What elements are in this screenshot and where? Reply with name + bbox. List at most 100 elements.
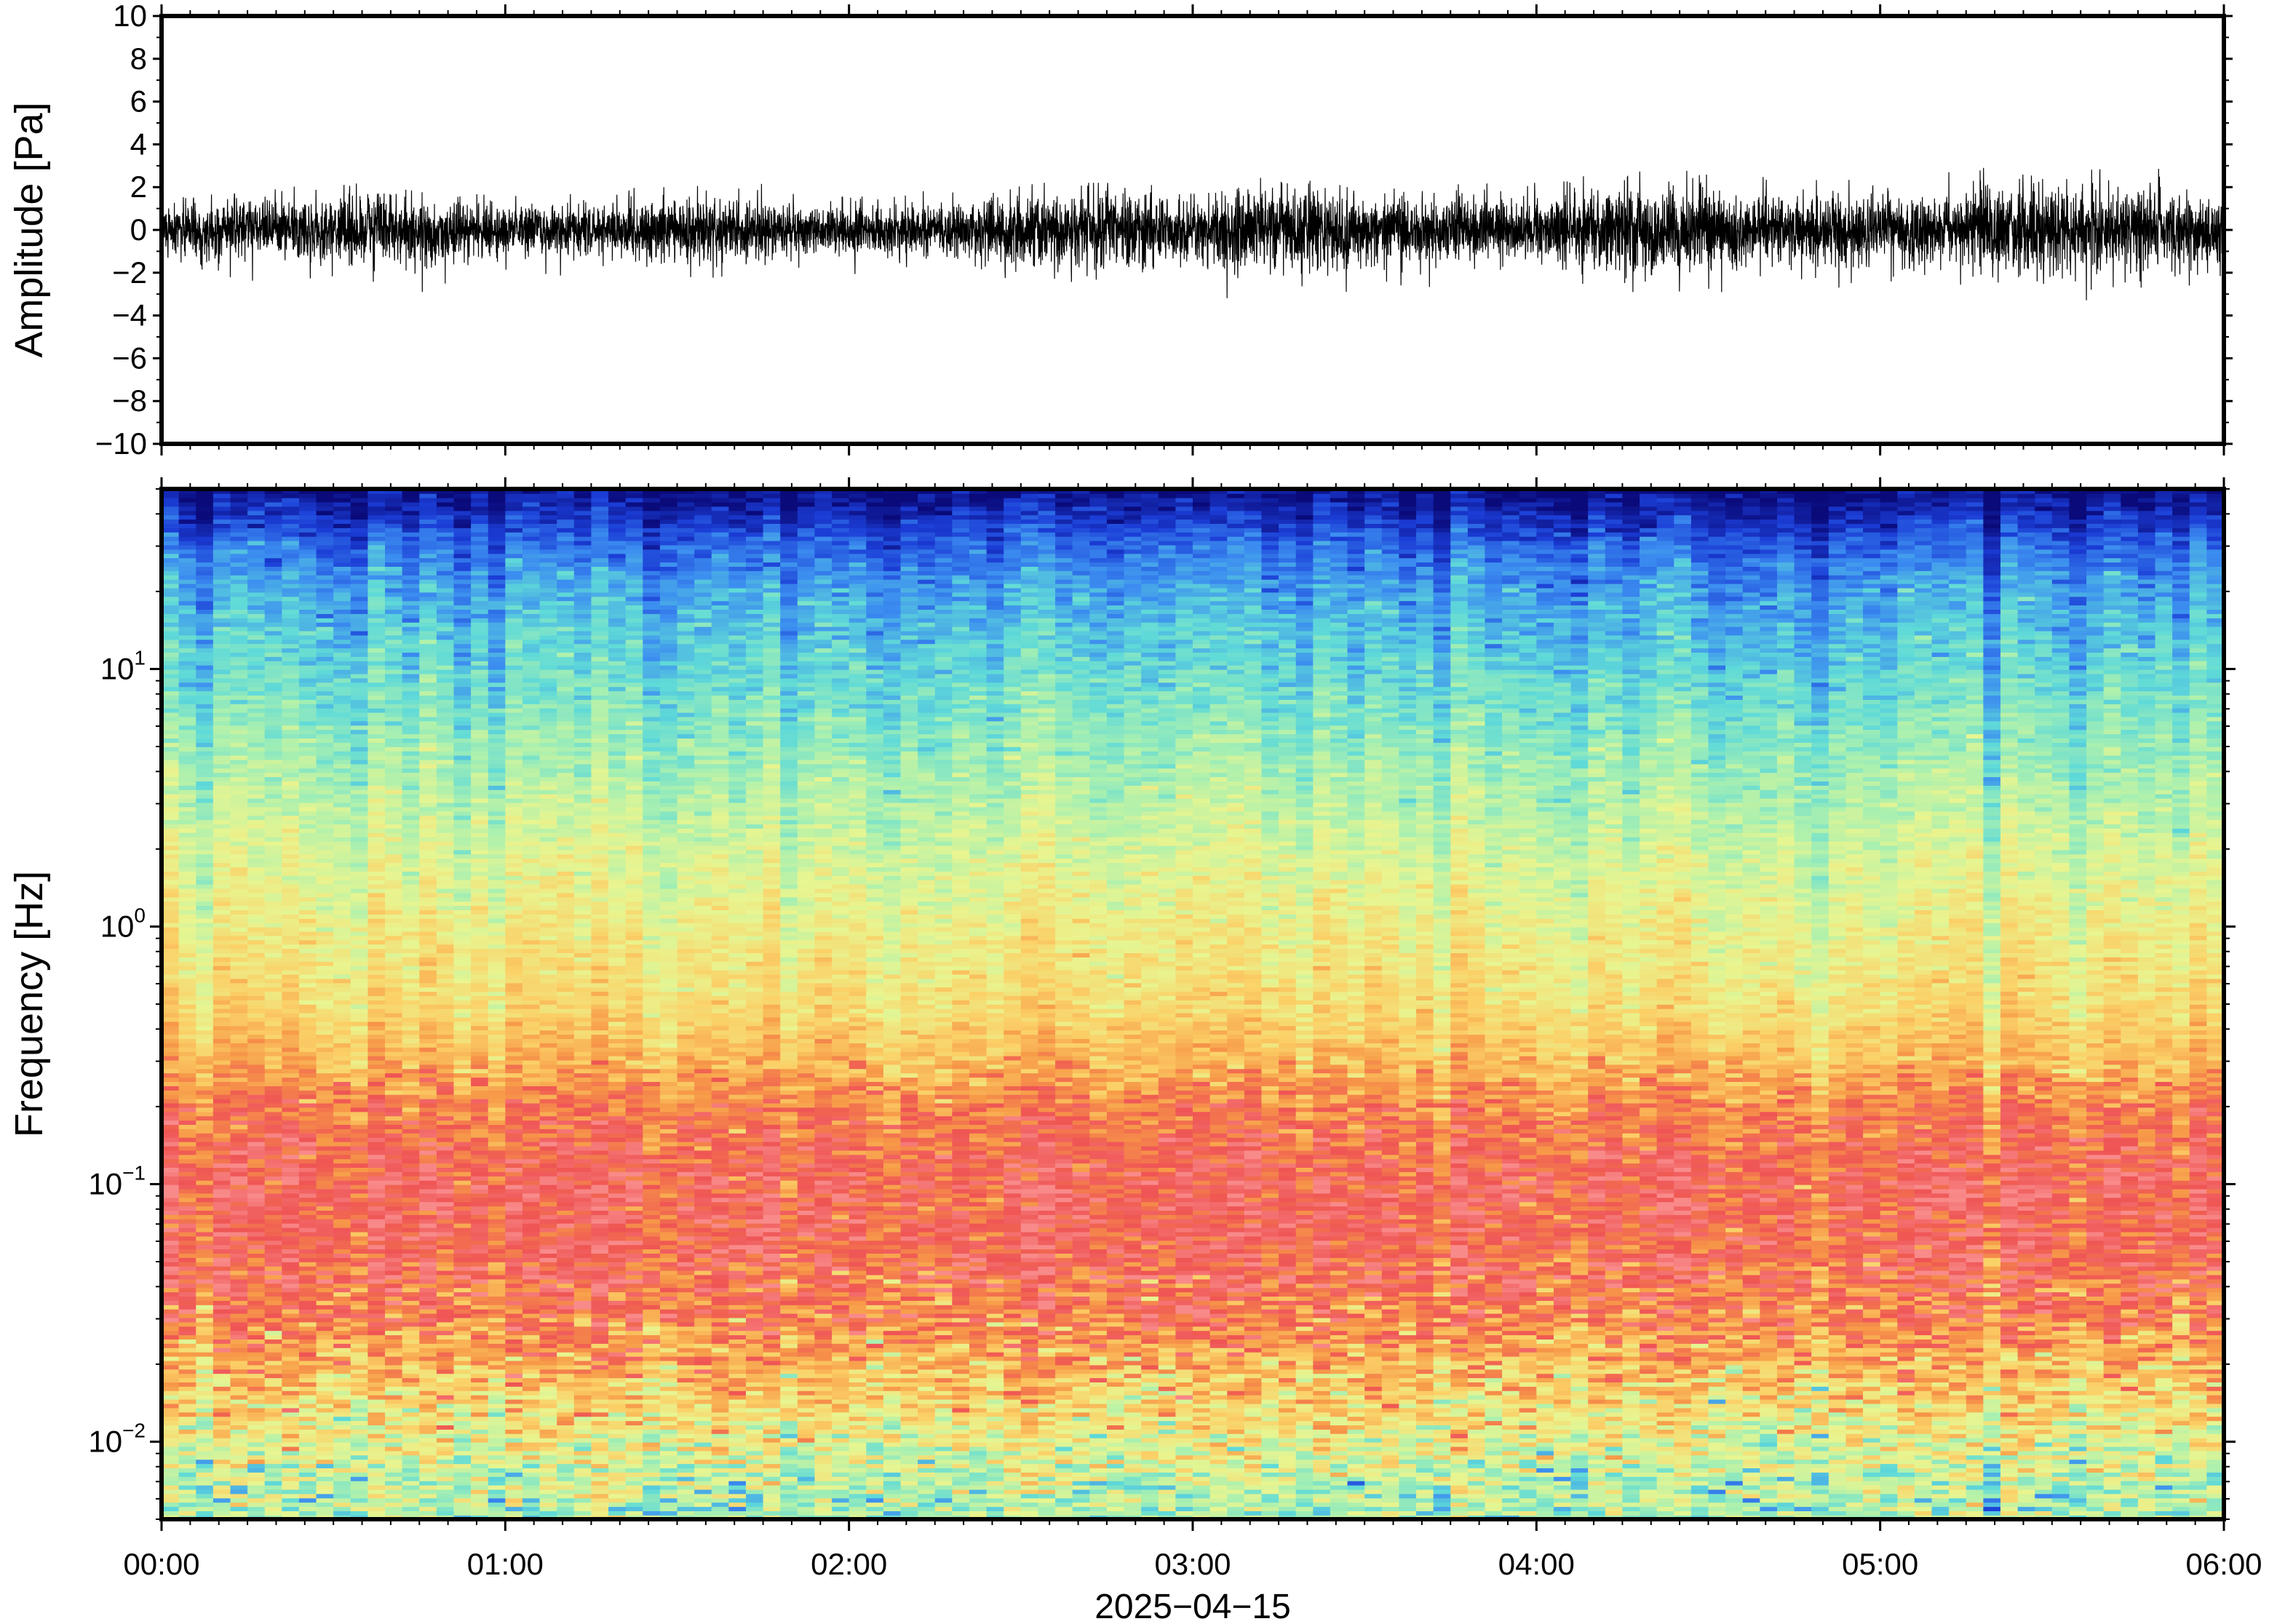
spectrogram-cell	[1467, 1394, 1486, 1400]
spectrogram-cell	[934, 1441, 953, 1447]
spectrogram-cell	[1776, 1429, 1795, 1434]
spectrogram-cell	[694, 1472, 712, 1477]
spectrogram-cell	[1244, 1382, 1263, 1387]
spectrogram-cell	[1141, 1433, 1159, 1438]
spectrogram-cell	[573, 1497, 592, 1503]
spectrogram-cell	[1072, 1398, 1091, 1404]
spectrogram-cell	[780, 1412, 798, 1417]
spectrogram-cell	[1966, 1386, 1984, 1391]
spectrogram-cell	[1690, 1441, 1709, 1447]
spectrogram-cell	[1708, 1412, 1726, 1417]
spectrogram-cell	[402, 1433, 421, 1438]
spectrogram-cell	[282, 1412, 300, 1417]
spectrogram-cell	[1605, 1433, 1624, 1438]
spectrogram-cell	[2086, 1407, 2105, 1413]
spectrogram-cell	[1880, 1437, 1899, 1443]
spectrogram-cell	[1863, 1472, 1881, 1477]
spectrogram-cell	[1949, 1502, 1967, 1508]
spectrogram-cell	[1364, 1416, 1383, 1422]
spectrogram-cell	[1640, 1433, 1658, 1438]
spectrogram-cell	[2189, 1373, 2208, 1379]
spectrogram-cell	[2206, 1446, 2224, 1452]
spectrogram-cell	[1519, 1412, 1538, 1417]
spectrogram-cell	[1244, 1394, 1263, 1400]
spectrogram-cell	[883, 1437, 902, 1443]
spectrogram-cell	[1622, 1416, 1640, 1422]
spectrogram-cell	[1193, 1390, 1211, 1396]
spectrogram-cell	[711, 1394, 730, 1400]
spectrogram-cell	[1450, 1412, 1469, 1417]
spectrogram-cell	[2206, 1364, 2224, 1370]
spectrogram-cell	[196, 1382, 214, 1387]
spectrogram-cell	[1674, 1369, 1692, 1374]
spectrogram-cell	[986, 1450, 1005, 1456]
spectrogram-cell	[522, 1441, 541, 1447]
spectrogram-cell	[1106, 1459, 1125, 1465]
spectrogram-cell	[591, 1373, 609, 1379]
spectrogram-cell	[2103, 1450, 2122, 1456]
spectrogram-cell	[2137, 1472, 2156, 1477]
spectrogram-cell	[178, 1450, 197, 1456]
spectrogram-cell	[1966, 1497, 1984, 1503]
spectrogram-cell	[728, 1454, 747, 1460]
spectrogram-cell	[1519, 1468, 1538, 1473]
spectrogram-cell	[1193, 1386, 1211, 1391]
spectrogram-cell	[162, 1463, 180, 1468]
spectrogram-cell	[282, 1348, 300, 1353]
spectrogram-cell	[2103, 1403, 2122, 1409]
spectrogram-cell	[1897, 1468, 1915, 1473]
spectrogram-cell	[1209, 1463, 1228, 1468]
spectrogram-cell	[1863, 1510, 1881, 1516]
spectrogram-cell	[2000, 1377, 2019, 1382]
spectrogram-cell	[522, 1497, 541, 1503]
spectrogram-cell	[2069, 1420, 2087, 1425]
spectrogram-cell	[1742, 1348, 1761, 1353]
spectrogram-cell	[2086, 1441, 2105, 1447]
spectrogram-cell	[900, 1484, 918, 1490]
spectrogram-cell	[1209, 1390, 1228, 1396]
spectrogram-cell	[2206, 1403, 2224, 1409]
spectrogram-cell	[1880, 1502, 1899, 1508]
spectrogram-cell	[849, 1510, 867, 1516]
spectrogram-cell	[2017, 1497, 2036, 1503]
spectrogram-cell	[367, 1369, 386, 1374]
spectrogram-cell	[1193, 1463, 1211, 1468]
spectrogram-cell	[2121, 1398, 2139, 1404]
spectrogram-cell	[2137, 1412, 2156, 1417]
spectrogram-cell	[1450, 1420, 1469, 1425]
spectrogram-cell	[419, 1497, 437, 1503]
spectrogram-cell	[1708, 1489, 1726, 1494]
spectrogram-cell	[1416, 1390, 1434, 1396]
spectrogram-cell	[1313, 1510, 1331, 1516]
spectrogram-cell	[471, 1441, 489, 1447]
spectrogram-cell	[1605, 1454, 1624, 1460]
spectrogram-cell	[1880, 1429, 1899, 1434]
spectrogram-cell	[436, 1360, 455, 1366]
spectrogram-cell	[1811, 1348, 1829, 1353]
spectrogram-cell	[780, 1403, 798, 1409]
spectrogram-cell	[677, 1437, 695, 1443]
spectrogram-cell	[1742, 1369, 1761, 1374]
spectrogram-cell	[1399, 1468, 1417, 1473]
spectrogram-cell	[1605, 1472, 1624, 1477]
spectrogram-cell	[1570, 1369, 1589, 1374]
spectrogram-cell	[1089, 1394, 1108, 1400]
spectrogram-cell	[264, 1463, 283, 1468]
spectrogram-cell	[591, 1463, 609, 1468]
spectrogram-cell	[1690, 1497, 1709, 1503]
spectrogram-cell	[659, 1351, 678, 1357]
spectrogram-cell	[1313, 1429, 1331, 1434]
spectrogram-cell	[1931, 1497, 1950, 1503]
spectrogram-cell	[1244, 1412, 1263, 1417]
spectrogram-cell	[1845, 1480, 1864, 1486]
spectrogram-cell	[1020, 1476, 1039, 1481]
spectrogram-cell	[1828, 1502, 1847, 1508]
spectrogram-cell	[1553, 1472, 1572, 1477]
spectrogram-cell	[522, 1429, 541, 1434]
spectrogram-cell	[1416, 1484, 1434, 1490]
spectrogram-cell	[711, 1425, 730, 1430]
spectrogram-cell	[2189, 1450, 2208, 1456]
spectrogram-cell	[1347, 1416, 1365, 1422]
spectrogram-cell	[162, 1394, 180, 1400]
spectrogram-cell	[1570, 1356, 1589, 1361]
